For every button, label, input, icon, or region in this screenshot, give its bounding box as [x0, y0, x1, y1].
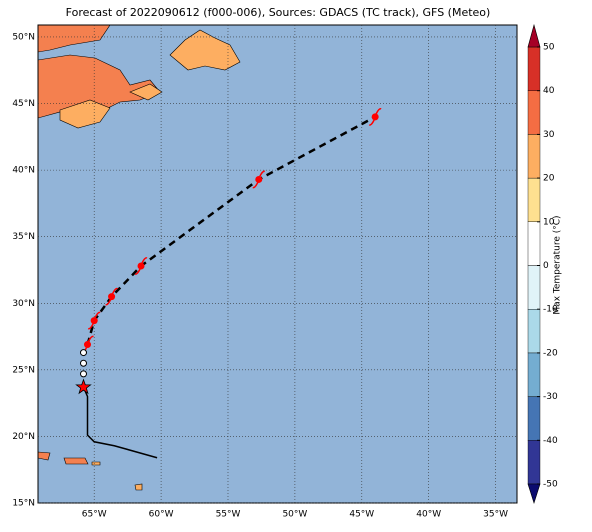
y-tick-label: 20°N — [12, 432, 35, 442]
colorbar-extend-low — [527, 483, 541, 504]
storm-symbol — [137, 262, 145, 270]
x-tick-label: 60°W — [149, 510, 174, 520]
colorbar-label: Max Temperature (°C) — [553, 215, 563, 314]
y-tick-label: 35°N — [12, 232, 35, 242]
chart-title: Forecast of 2022090612 (f000-006), Sourc… — [66, 6, 491, 19]
current-position — [75, 378, 92, 395]
x-tick-label: 50°W — [282, 510, 307, 520]
ocean — [38, 25, 517, 503]
storm-symbol — [84, 341, 92, 349]
x-tick-label: 45°W — [349, 510, 374, 520]
map-frame — [37, 24, 518, 504]
x-tick-label: 35°W — [483, 510, 508, 520]
colorbar-bin — [527, 46, 541, 91]
colorbar-tick-label: 0 — [543, 261, 549, 271]
colorbar-tick-label: -10 — [543, 305, 558, 315]
y-tick-label: 30°N — [12, 299, 35, 309]
colorbar-bin — [527, 90, 541, 135]
colorbar-tick-label: -20 — [543, 348, 558, 358]
track-circle — [79, 349, 87, 357]
colorbar-tick-label: -40 — [543, 436, 558, 446]
colorbar-bin — [527, 352, 541, 397]
storm-symbol — [90, 317, 98, 325]
colorbar-bin — [527, 440, 541, 485]
storm-symbol — [108, 293, 116, 301]
y-tick-label: 25°N — [12, 365, 35, 375]
forecast-track — [86, 115, 376, 345]
colorbar-bin — [527, 309, 541, 354]
storm-swirl — [368, 107, 382, 126]
colorbar-bin — [527, 134, 541, 179]
past-track — [82, 386, 158, 459]
y-tick-label: 40°N — [12, 166, 35, 176]
colorbar-bin — [527, 221, 541, 266]
x-tick-label: 65°W — [82, 510, 107, 520]
y-tick-label: 50°N — [12, 32, 35, 42]
colorbar-tick-label: -30 — [543, 392, 558, 402]
colorbar-tick-label: 30 — [543, 130, 555, 140]
colorbar-tick-label: 20 — [543, 174, 555, 184]
colorbar-extend-high — [527, 23, 541, 48]
colorbar-bin — [527, 396, 541, 441]
x-tick-label: 55°W — [216, 510, 241, 520]
colorbar-bin — [527, 265, 541, 310]
y-tick-label: 45°N — [12, 99, 35, 109]
storm-symbol — [255, 175, 263, 183]
storm-swirl — [105, 287, 118, 306]
storm-swirl — [134, 257, 148, 275]
colorbar-tick-label: 50 — [543, 43, 555, 53]
storm-swirl — [252, 170, 266, 189]
colorbar-bin — [527, 177, 541, 223]
storm-swirl — [87, 311, 101, 330]
y-tick-label: 15°N — [12, 499, 35, 509]
colorbar-tick-label: 40 — [543, 86, 555, 96]
colorbar-tick-label: 10 — [543, 217, 555, 227]
colorbar-tick-label: -50 — [543, 480, 558, 490]
track-circle — [79, 359, 87, 367]
x-tick-label: 40°W — [416, 510, 441, 520]
track-circle — [79, 370, 87, 378]
storm-symbol — [371, 113, 379, 121]
